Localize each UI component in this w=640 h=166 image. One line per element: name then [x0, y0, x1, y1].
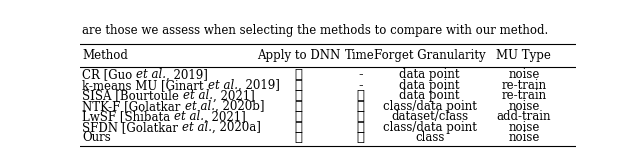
- Text: data point: data point: [399, 79, 460, 92]
- Text: -: -: [358, 79, 362, 92]
- Text: Forget Granularity: Forget Granularity: [374, 49, 486, 62]
- Text: CR [Guo: CR [Guo: [83, 68, 136, 81]
- Text: et al.: et al.: [174, 110, 204, 123]
- Text: are those we assess when selecting the methods to compare with our method.: are those we assess when selecting the m…: [83, 24, 548, 37]
- Text: et al.: et al.: [136, 68, 166, 81]
- Text: SFDN [Golatkar: SFDN [Golatkar: [83, 121, 182, 134]
- Text: et al.: et al.: [183, 89, 213, 102]
- Text: noise: noise: [508, 100, 540, 113]
- Text: LwSF [Shibata: LwSF [Shibata: [83, 110, 174, 123]
- Text: noise: noise: [508, 131, 540, 144]
- Text: ✓: ✓: [294, 89, 302, 102]
- Text: , 2020b]: , 2020b]: [214, 100, 264, 113]
- Text: class/data point: class/data point: [383, 121, 477, 134]
- Text: noise: noise: [508, 121, 540, 134]
- Text: , 2019]: , 2019]: [237, 79, 280, 92]
- Text: MU Type: MU Type: [497, 49, 551, 62]
- Text: noise: noise: [508, 68, 540, 81]
- Text: data point: data point: [399, 68, 460, 81]
- Text: k-means MU [Ginart: k-means MU [Ginart: [83, 79, 208, 92]
- Text: ✓: ✓: [294, 68, 302, 81]
- Text: class: class: [415, 131, 444, 144]
- Text: , 2021]: , 2021]: [213, 89, 255, 102]
- Text: ✗: ✗: [294, 79, 302, 92]
- Text: SISA [Bourtoule: SISA [Bourtoule: [83, 89, 183, 102]
- Text: class/data point: class/data point: [383, 100, 477, 113]
- Text: Method: Method: [83, 49, 129, 62]
- Text: , 2019]: , 2019]: [166, 68, 209, 81]
- Text: ✓: ✓: [294, 100, 302, 113]
- Text: re-train: re-train: [501, 79, 547, 92]
- Text: Apply to DNN: Apply to DNN: [257, 49, 340, 62]
- Text: ✓: ✓: [356, 121, 364, 134]
- Text: Time: Time: [346, 49, 375, 62]
- Text: ✓: ✓: [356, 89, 364, 102]
- Text: re-train: re-train: [501, 89, 547, 102]
- Text: -: -: [358, 68, 362, 81]
- Text: et al.: et al.: [208, 79, 237, 92]
- Text: NTK-F [Golatkar: NTK-F [Golatkar: [83, 100, 184, 113]
- Text: ✓: ✓: [294, 121, 302, 134]
- Text: dataset/class: dataset/class: [391, 110, 468, 123]
- Text: add-train: add-train: [497, 110, 551, 123]
- Text: data point: data point: [399, 89, 460, 102]
- Text: ✓: ✓: [294, 131, 302, 144]
- Text: ✓: ✓: [356, 110, 364, 123]
- Text: et al.: et al.: [184, 100, 214, 113]
- Text: ✓: ✓: [356, 131, 364, 144]
- Text: , 2020a]: , 2020a]: [212, 121, 261, 134]
- Text: ✓: ✓: [294, 110, 302, 123]
- Text: ✗: ✗: [356, 100, 364, 113]
- Text: , 2021]: , 2021]: [204, 110, 246, 123]
- Text: et al.: et al.: [182, 121, 212, 134]
- Text: Ours: Ours: [83, 131, 111, 144]
